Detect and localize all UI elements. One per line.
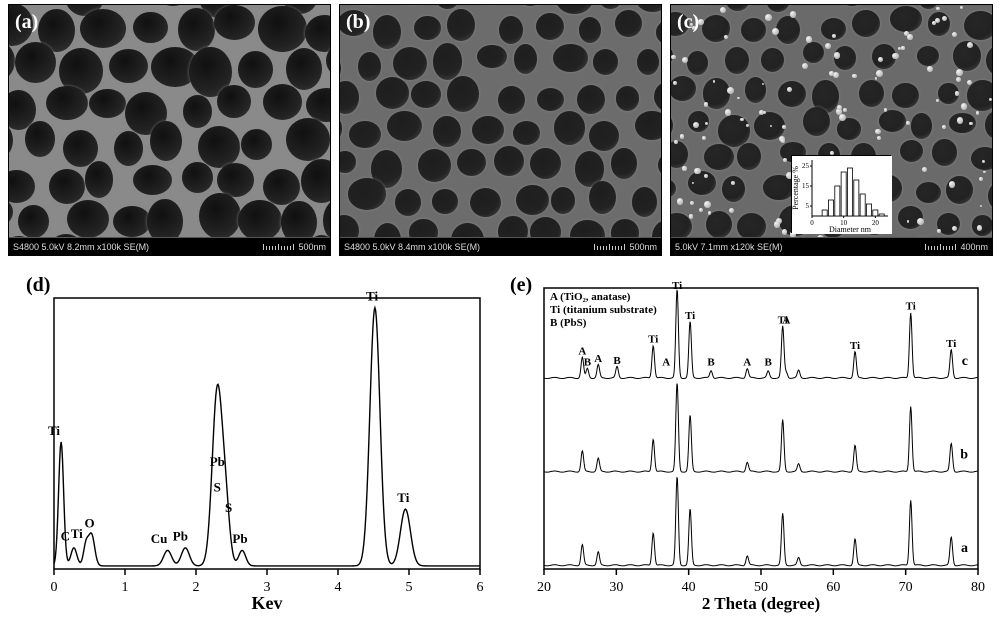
svg-text:C: C (61, 529, 70, 544)
figure: (a) S4800 5.0kV 8.2mm x100k SE(M) 500nm … (0, 0, 1000, 623)
svg-text:60: 60 (826, 580, 840, 595)
svg-text:Cu: Cu (151, 531, 168, 546)
svg-text:S: S (225, 500, 232, 515)
svg-text:B (PbS): B (PbS) (550, 317, 587, 329)
svg-text:Ti: Ti (672, 280, 682, 292)
sem-scale-text-c: 400nm (960, 242, 988, 252)
svg-text:Kev: Kev (252, 593, 283, 613)
svg-text:80: 80 (971, 580, 985, 595)
svg-text:0: 0 (810, 219, 814, 227)
svg-text:6: 6 (477, 580, 484, 595)
sem-infobar-a: S4800 5.0kV 8.2mm x100k SE(M) 500nm (9, 237, 330, 255)
svg-text:B: B (765, 357, 773, 369)
svg-text:Ti: Ti (366, 289, 378, 304)
svg-text:Ti: Ti (946, 338, 956, 350)
svg-text:20: 20 (872, 219, 880, 227)
panel-label-b: (b) (346, 11, 370, 34)
svg-text:1: 1 (122, 580, 129, 595)
svg-text:Percentage %: Percentage % (792, 166, 800, 210)
svg-text:0: 0 (51, 580, 58, 595)
svg-text:A: A (662, 357, 670, 369)
svg-text:Ti: Ti (685, 310, 695, 322)
svg-text:B: B (584, 357, 592, 369)
sem-panel-c: (c) 5152501020Diameter nmPercentage % 5.… (670, 4, 993, 256)
sem-info-text-a: S4800 5.0kV 8.2mm x100k SE(M) (13, 242, 149, 252)
svg-text:2 Theta (degree): 2 Theta (degree) (702, 594, 820, 613)
sem-scale-c: 400nm (925, 242, 988, 252)
svg-text:Pb: Pb (210, 454, 225, 469)
sem-info-text-c: 5.0kV 7.1mm x120k SE(M) (675, 242, 783, 252)
svg-text:Pb: Pb (232, 531, 247, 546)
svg-text:Ti: Ti (397, 490, 409, 505)
svg-text:2: 2 (193, 580, 200, 595)
sem-infobar-b: S4800 5.0kV 8.4mm x100k SE(M) 500nm (340, 237, 661, 255)
sem-info-text-b: S4800 5.0kV 8.4mm x100k SE(M) (344, 242, 480, 252)
svg-text:O: O (84, 516, 94, 531)
svg-text:4: 4 (335, 580, 342, 595)
svg-text:Ti (titanium substrate): Ti (titanium substrate) (550, 304, 657, 316)
svg-text:A: A (782, 315, 790, 327)
svg-text:25: 25 (802, 162, 810, 170)
svg-text:a: a (961, 541, 968, 556)
inset-histogram: 5152501020Diameter nmPercentage % (791, 155, 891, 233)
scale-ticks-icon (925, 244, 956, 250)
svg-text:B: B (613, 355, 621, 367)
svg-text:Ti: Ti (906, 301, 916, 313)
svg-text:5: 5 (406, 580, 413, 595)
svg-text:Ti: Ti (648, 333, 658, 345)
panel-label-e: (e) (510, 274, 532, 297)
svg-text:c: c (962, 354, 968, 369)
panel-label-a: (a) (15, 11, 38, 34)
svg-text:Ti: Ti (850, 340, 860, 352)
panel-label-c: (c) (677, 11, 699, 34)
svg-text:40: 40 (682, 580, 696, 595)
sem-scale-text-b: 500nm (629, 242, 657, 252)
sem-panel-a: (a) S4800 5.0kV 8.2mm x100k SE(M) 500nm (8, 4, 331, 256)
svg-text:S: S (214, 480, 221, 495)
svg-text:Ti: Ti (71, 526, 83, 541)
svg-text:A (TiO₂, anatase): A (TiO₂, anatase) (550, 291, 631, 303)
eds-chart: (d) 0123456KevTiCTiOCuPbPbSSPbTiTi (8, 270, 496, 615)
svg-text:Ti: Ti (48, 423, 60, 438)
panel-label-d: (d) (26, 274, 50, 297)
svg-text:A: A (594, 353, 602, 365)
svg-text:30: 30 (609, 580, 623, 595)
scale-ticks-icon (594, 244, 625, 250)
sem-scale-b: 500nm (594, 242, 657, 252)
xrd-chart: (e) 203040506070802 Theta (degree)abcABA… (506, 270, 994, 615)
svg-text:B: B (707, 357, 715, 369)
svg-text:70: 70 (899, 580, 913, 595)
scale-ticks-icon (263, 244, 294, 250)
sem-panel-b: (b) S4800 5.0kV 8.4mm x100k SE(M) 500nm (339, 4, 662, 256)
svg-text:Diameter nm: Diameter nm (829, 225, 872, 234)
svg-text:5: 5 (806, 202, 810, 210)
sem-surface-b (340, 5, 661, 255)
sem-surface-a (9, 5, 330, 255)
svg-text:50: 50 (754, 580, 768, 595)
sem-scale-text-a: 500nm (298, 242, 326, 252)
svg-text:Pb: Pb (173, 529, 188, 544)
svg-text:A: A (743, 357, 751, 369)
sem-scale-a: 500nm (263, 242, 326, 252)
svg-text:15: 15 (802, 182, 810, 190)
sem-infobar-c: 5.0kV 7.1mm x120k SE(M) 400nm (671, 237, 992, 255)
svg-text:20: 20 (537, 580, 551, 595)
svg-text:A: A (578, 346, 586, 358)
svg-text:b: b (960, 447, 968, 462)
